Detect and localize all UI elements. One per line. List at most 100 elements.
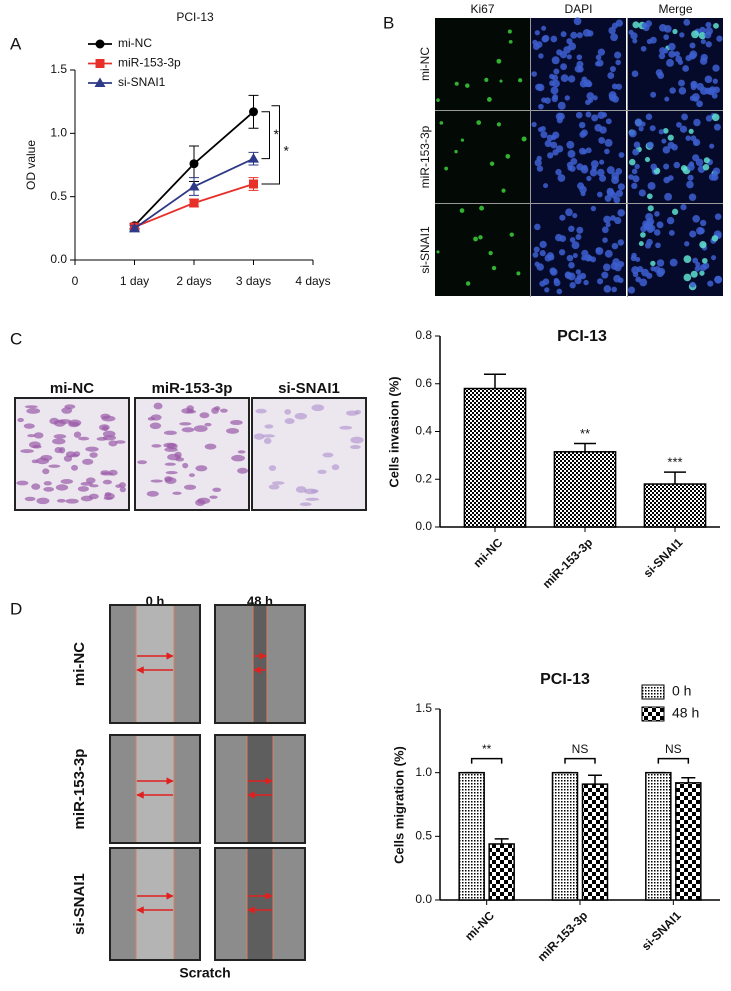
nucleus [650,260,656,267]
cell [311,404,325,412]
nucleus [606,188,615,197]
nucleus [578,121,586,129]
cell [237,450,246,454]
error-bar [664,471,686,485]
y-tick-label: 1.5 [415,701,432,715]
nucleus [601,271,609,279]
nucleus [566,54,572,60]
cell [317,469,327,474]
cell [149,422,162,430]
bracket [261,105,280,185]
nucleus [689,42,696,49]
y-tick-label: 0.0 [50,252,67,266]
nucleus [476,120,482,125]
nucleus [684,241,690,247]
nucleus [436,250,440,254]
cell [32,444,42,449]
nucleus [501,188,506,193]
cell [65,498,79,504]
nucleus [646,217,655,226]
nucleus [683,255,692,264]
legend-label: 48 h [672,705,699,721]
nucleus [496,58,502,64]
nucleus [611,242,619,250]
micrograph [435,111,530,203]
column-label: Merge [658,2,692,16]
cell [331,464,340,471]
nucleus [666,58,674,67]
image-label: miR-153-3p [152,380,233,397]
x-tick-label: 1 day [120,274,149,288]
nucleus [577,66,584,73]
nucleus [484,77,489,83]
nucleus [632,175,640,183]
nucleus [707,280,714,287]
nucleus [610,33,619,42]
cell [165,470,178,475]
nucleus [521,136,527,142]
nucleus [559,50,568,59]
cell [204,422,212,427]
cell [86,477,96,484]
nucleus [657,72,665,79]
nucleus [640,225,647,233]
nucleus [586,92,595,100]
nucleus [544,254,552,262]
nucleus [698,32,707,40]
scratch-gap [136,849,174,959]
nucleus [641,268,649,277]
nucleus [544,97,551,104]
y-tick-label: 0.0 [415,519,432,533]
column-label: DAPI [564,2,592,16]
y-tick-label: 0.4 [415,424,432,438]
x-tick-label: miR-153-3p [535,908,591,964]
nucleus [631,266,640,275]
nucleus [556,288,563,295]
nucleus [531,121,537,128]
chart-title: PCI-13 [557,328,607,345]
nucleus [699,219,707,227]
cell [43,481,52,486]
error-bar [484,373,506,389]
cell [150,479,163,483]
nucleus [558,249,566,256]
nucleus [541,25,547,31]
nucleus [699,57,708,65]
nucleus [615,59,621,66]
nucleus [646,141,654,149]
nucleus [690,84,697,91]
cell [57,419,72,424]
nucleus [689,50,698,59]
row-label: miR-153-3p [418,125,432,188]
nucleus [668,50,676,58]
nucleus [683,18,691,26]
nucleus [639,278,648,287]
cell [204,443,217,450]
nucleus [668,229,675,236]
nucleus [656,259,665,267]
nucleus [550,141,558,149]
cell [27,434,36,438]
cell [119,486,126,493]
nucleus [649,36,657,44]
nucleus [650,163,657,171]
bracket [564,757,596,764]
nucleus [631,182,638,190]
chart-title: PCI-13 [540,671,590,688]
nucleus [459,208,465,213]
nucleus [671,208,679,215]
error-bar [681,777,696,783]
nucleus [488,250,493,256]
legend-label: mi-NC [118,36,152,50]
cell [26,408,41,414]
nucleus [681,113,689,121]
nucleus [567,149,576,158]
row-label: miR-153-3p [71,749,88,830]
nucleus [454,81,459,86]
cell [80,495,93,502]
nucleus [560,74,569,83]
cell [354,409,361,415]
nucleus [596,168,605,177]
nucleus [662,127,669,134]
